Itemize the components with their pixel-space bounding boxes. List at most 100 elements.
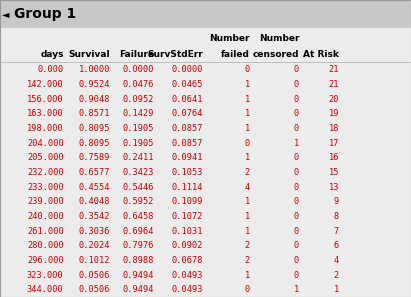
Text: 13: 13 bbox=[328, 183, 339, 192]
Text: 0.8095: 0.8095 bbox=[79, 124, 110, 133]
Text: 2: 2 bbox=[245, 256, 250, 265]
Text: 15: 15 bbox=[328, 168, 339, 177]
Text: 0.5446: 0.5446 bbox=[122, 183, 154, 192]
Text: 0.0476: 0.0476 bbox=[122, 80, 154, 89]
Text: 156.000: 156.000 bbox=[27, 94, 64, 104]
Text: 0.0902: 0.0902 bbox=[172, 241, 203, 250]
Text: Group 1: Group 1 bbox=[14, 7, 76, 21]
Text: 0.6964: 0.6964 bbox=[122, 227, 154, 236]
Text: 240.000: 240.000 bbox=[27, 212, 64, 221]
Text: 0.3542: 0.3542 bbox=[79, 212, 110, 221]
Text: 0.2024: 0.2024 bbox=[79, 241, 110, 250]
Text: 1: 1 bbox=[245, 124, 250, 133]
Text: 6: 6 bbox=[334, 241, 339, 250]
Text: 9: 9 bbox=[334, 197, 339, 206]
Text: failed: failed bbox=[221, 50, 250, 59]
Text: 0.0000: 0.0000 bbox=[172, 65, 203, 74]
Text: 0.5952: 0.5952 bbox=[122, 197, 154, 206]
Text: 0: 0 bbox=[294, 241, 299, 250]
Text: 323.000: 323.000 bbox=[27, 271, 64, 279]
Text: 0.1429: 0.1429 bbox=[122, 109, 154, 118]
Text: 0.0941: 0.0941 bbox=[172, 153, 203, 162]
Text: 0.8988: 0.8988 bbox=[122, 256, 154, 265]
Text: 0: 0 bbox=[294, 94, 299, 104]
Text: 2: 2 bbox=[334, 271, 339, 279]
Text: Number: Number bbox=[209, 34, 250, 43]
Text: 0: 0 bbox=[294, 183, 299, 192]
Text: 0.0641: 0.0641 bbox=[172, 94, 203, 104]
Text: 21: 21 bbox=[328, 65, 339, 74]
Text: 0: 0 bbox=[245, 285, 250, 294]
Text: 0.1905: 0.1905 bbox=[122, 138, 154, 148]
Text: 20: 20 bbox=[328, 94, 339, 104]
Text: 0: 0 bbox=[294, 256, 299, 265]
Text: Survival: Survival bbox=[69, 50, 110, 59]
Text: 0.8095: 0.8095 bbox=[79, 138, 110, 148]
Text: 0.4554: 0.4554 bbox=[79, 183, 110, 192]
Text: 0.0000: 0.0000 bbox=[122, 65, 154, 74]
Text: 0.8571: 0.8571 bbox=[79, 109, 110, 118]
Text: 19: 19 bbox=[328, 109, 339, 118]
Text: 163.000: 163.000 bbox=[27, 109, 64, 118]
Text: 1: 1 bbox=[245, 271, 250, 279]
Text: 204.000: 204.000 bbox=[27, 138, 64, 148]
Text: 0: 0 bbox=[294, 227, 299, 236]
Text: 0.1905: 0.1905 bbox=[122, 124, 154, 133]
Text: 0.0493: 0.0493 bbox=[172, 285, 203, 294]
Text: 18: 18 bbox=[328, 124, 339, 133]
Text: 0.1072: 0.1072 bbox=[172, 212, 203, 221]
Text: Number: Number bbox=[259, 34, 299, 43]
Text: 2: 2 bbox=[245, 168, 250, 177]
Text: 1: 1 bbox=[294, 138, 299, 148]
Text: 0.9494: 0.9494 bbox=[122, 271, 154, 279]
Text: days: days bbox=[40, 50, 64, 59]
Bar bbox=[0, 28, 411, 62]
Text: 1.0000: 1.0000 bbox=[79, 65, 110, 74]
Text: 0.4048: 0.4048 bbox=[79, 197, 110, 206]
Text: 0: 0 bbox=[294, 65, 299, 74]
Text: 1: 1 bbox=[245, 109, 250, 118]
Text: 0.1053: 0.1053 bbox=[172, 168, 203, 177]
Text: 1: 1 bbox=[245, 80, 250, 89]
Text: 261.000: 261.000 bbox=[27, 227, 64, 236]
Text: 0: 0 bbox=[294, 80, 299, 89]
Text: 344.000: 344.000 bbox=[27, 285, 64, 294]
Text: 239.000: 239.000 bbox=[27, 197, 64, 206]
Text: 1: 1 bbox=[245, 153, 250, 162]
Text: 0: 0 bbox=[245, 138, 250, 148]
Text: 0: 0 bbox=[245, 65, 250, 74]
Text: 0.6458: 0.6458 bbox=[122, 212, 154, 221]
Text: 0.9048: 0.9048 bbox=[79, 94, 110, 104]
Text: 0: 0 bbox=[294, 153, 299, 162]
Text: 0: 0 bbox=[294, 197, 299, 206]
Text: 17: 17 bbox=[328, 138, 339, 148]
Text: Failure: Failure bbox=[119, 50, 154, 59]
Text: 7: 7 bbox=[334, 227, 339, 236]
Text: 1: 1 bbox=[245, 212, 250, 221]
Text: 280.000: 280.000 bbox=[27, 241, 64, 250]
Text: 16: 16 bbox=[328, 153, 339, 162]
Text: 0.7589: 0.7589 bbox=[79, 153, 110, 162]
Text: 0.0857: 0.0857 bbox=[172, 124, 203, 133]
Text: ◄: ◄ bbox=[2, 9, 9, 19]
Text: 0.0465: 0.0465 bbox=[172, 80, 203, 89]
Bar bbox=[0, 0, 411, 28]
Text: 0.0506: 0.0506 bbox=[79, 271, 110, 279]
Text: 8: 8 bbox=[334, 212, 339, 221]
Text: 0.9494: 0.9494 bbox=[122, 285, 154, 294]
Text: 0.6577: 0.6577 bbox=[79, 168, 110, 177]
Text: 0.1012: 0.1012 bbox=[79, 256, 110, 265]
Text: 0.1031: 0.1031 bbox=[172, 227, 203, 236]
Text: 1: 1 bbox=[245, 94, 250, 104]
Text: 233.000: 233.000 bbox=[27, 183, 64, 192]
Text: 1: 1 bbox=[245, 227, 250, 236]
Text: 142.000: 142.000 bbox=[27, 80, 64, 89]
Text: 21: 21 bbox=[328, 80, 339, 89]
Text: 0: 0 bbox=[294, 271, 299, 279]
Text: 0.1114: 0.1114 bbox=[172, 183, 203, 192]
Text: 0: 0 bbox=[294, 109, 299, 118]
Text: 0.0678: 0.0678 bbox=[172, 256, 203, 265]
Text: 0.2411: 0.2411 bbox=[122, 153, 154, 162]
Text: 0: 0 bbox=[294, 124, 299, 133]
Text: 1: 1 bbox=[294, 285, 299, 294]
